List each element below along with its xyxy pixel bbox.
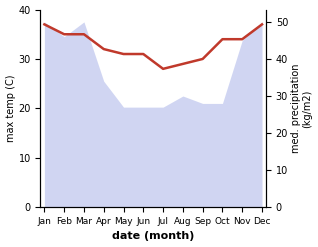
X-axis label: date (month): date (month) (112, 231, 194, 242)
Y-axis label: med. precipitation
(kg/m2): med. precipitation (kg/m2) (291, 64, 313, 153)
Y-axis label: max temp (C): max temp (C) (5, 75, 16, 142)
